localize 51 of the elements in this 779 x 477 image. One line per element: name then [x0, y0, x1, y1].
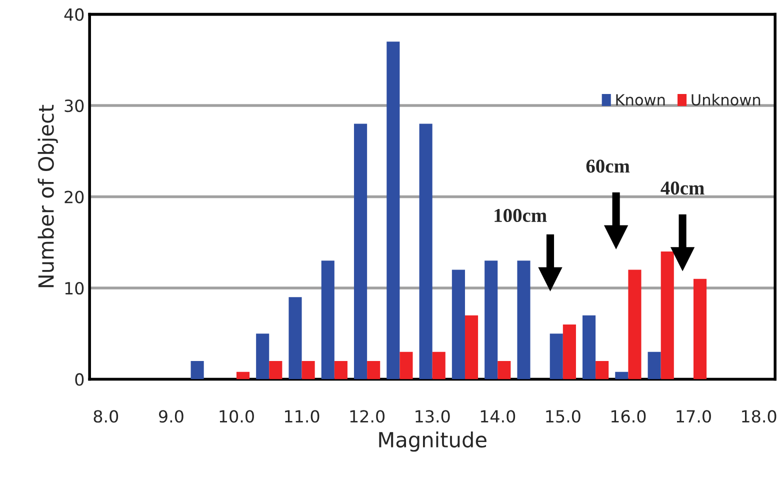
- bar: [550, 334, 563, 380]
- x-tick-label: 9.0: [158, 410, 184, 423]
- y-tick-label: 40: [64, 8, 84, 21]
- bar: [386, 42, 400, 380]
- bar: [354, 124, 368, 380]
- bar: [464, 315, 478, 380]
- x-tick-label: 8.0: [94, 410, 118, 423]
- bar: [236, 372, 250, 380]
- legend-label: Known: [616, 94, 665, 106]
- bar: [432, 352, 446, 380]
- x-tick-label: 12.0: [350, 410, 385, 423]
- bar: [582, 315, 596, 380]
- bar: [615, 372, 628, 380]
- legend-label: Unknown: [692, 94, 760, 106]
- bar: [562, 324, 576, 380]
- bar: [596, 360, 609, 380]
- bar: [288, 297, 302, 380]
- bar: [334, 360, 348, 380]
- bar: [498, 360, 511, 380]
- x-tick-label: 13.0: [416, 410, 450, 423]
- x-tick-label: 14.0: [480, 410, 516, 423]
- bar: [628, 270, 642, 380]
- bar: [484, 260, 498, 380]
- x-tick-label: 18.0: [742, 410, 776, 423]
- y-tick-label: 0: [75, 373, 84, 386]
- bar: [256, 334, 270, 380]
- bar: [269, 360, 282, 380]
- annotation: 60cm: [586, 160, 630, 173]
- x-axis-title: Magnitude: [379, 431, 486, 452]
- bar: [648, 352, 661, 380]
- bar: [367, 360, 380, 380]
- x-tick-label: 15.0: [546, 410, 580, 423]
- x-tick-label: 16.0: [611, 410, 646, 423]
- y-tick-label: 10: [65, 282, 84, 295]
- x-tick-label: 11.0: [285, 410, 320, 423]
- bar: [693, 278, 707, 380]
- bar: [419, 124, 432, 380]
- x-tick-label: 17.0: [676, 410, 711, 423]
- y-tick-label: 30: [64, 100, 84, 112]
- bar: [517, 260, 530, 380]
- bar: [400, 352, 413, 380]
- annotation: 100cm: [494, 208, 547, 222]
- y-axis-title: Number of Object: [38, 104, 58, 288]
- bar: [321, 260, 334, 380]
- bar: [190, 360, 204, 380]
- bar: [660, 252, 674, 380]
- x-tick-label: 10.0: [220, 410, 254, 423]
- bar: [452, 270, 465, 380]
- annotation: 40cm: [660, 182, 704, 195]
- bar: [302, 360, 315, 380]
- y-tick-label: 20: [64, 190, 84, 204]
